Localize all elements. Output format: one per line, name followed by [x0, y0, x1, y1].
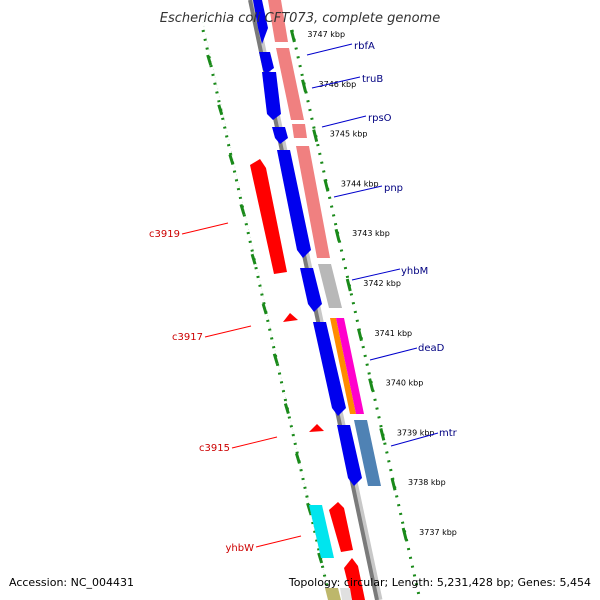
gene-label-rpsO[interactable]: rpsO — [368, 113, 392, 124]
gene-arrow-c3919[interactable] — [250, 159, 287, 274]
forward-strand-genes — [253, 0, 362, 486]
gene-label-rbfA[interactable]: rbfA — [354, 41, 375, 52]
ruler-major-tick — [289, 29, 296, 43]
gene-label-mtr[interactable]: mtr — [439, 428, 458, 439]
feature-bars — [268, 0, 381, 600]
left-track-tick — [306, 502, 312, 514]
left-track-tick — [272, 353, 279, 365]
feature-bar-magenta — [336, 318, 364, 414]
ruler-major-tick — [334, 228, 341, 242]
ruler-tick-label: 3738 kbp — [408, 478, 446, 487]
gene-label-yhbW[interactable]: yhbW — [226, 543, 255, 554]
ruler-major-tick — [368, 378, 375, 391]
feature-bar-pink-1 — [268, 0, 288, 42]
ruler-major-tick — [345, 278, 352, 292]
ruler-tick-label: 3743 kbp — [352, 229, 390, 238]
ruler-tick-label: 3741 kbp — [374, 329, 412, 338]
gene-arrow-rpsO[interactable] — [272, 127, 288, 144]
ruler-tick-label: 3739 kbp — [397, 428, 435, 437]
gene-label-c3917[interactable]: c3917 — [172, 332, 203, 343]
ruler-tick-label: 3745 kbp — [330, 130, 368, 139]
feature-bar-light-grey — [340, 588, 352, 600]
left-dotted-track — [201, 29, 332, 600]
feature-bar-grey — [318, 264, 342, 308]
feature-bar-pink-2 — [276, 48, 304, 120]
reverse-strand-genes — [250, 159, 365, 600]
ruler-major-tick — [323, 179, 330, 192]
ruler-tick-label: 3737 kbp — [419, 528, 457, 537]
gene-arrow-c3915[interactable] — [309, 424, 324, 432]
right-dotted-track — [290, 29, 422, 600]
ruler-major-tick — [301, 79, 307, 93]
gene-arrow-rbfA[interactable] — [253, 0, 268, 44]
feature-bar-pink-3 — [292, 124, 307, 138]
ruler-tick-label: 3746 kbp — [319, 80, 357, 89]
page-title: Escherichia coli CFT073, complete genome — [160, 11, 440, 26]
left-track-tick — [261, 303, 268, 315]
ruler-major-tick — [390, 477, 397, 491]
gene-label-c3915[interactable]: c3915 — [199, 443, 230, 454]
gene-arrow-yhbW[interactable] — [329, 502, 353, 552]
gene-arrow-yhbM[interactable] — [300, 268, 322, 312]
left-track-tick — [295, 452, 301, 464]
feature-bar-steelblue — [354, 420, 381, 486]
gene-arrow-truB[interactable] — [259, 52, 274, 74]
gene-arrow-deaD[interactable] — [313, 322, 346, 416]
ruler-tick-label: 3744 kbp — [341, 179, 379, 188]
left-track-tick — [250, 253, 257, 265]
ruler-tick-label: 3742 kbp — [363, 279, 401, 288]
gene-label-truB[interactable]: truB — [362, 74, 383, 85]
gene-arrow-yhbW-next[interactable] — [344, 558, 365, 600]
ruler-major-tick — [401, 527, 408, 541]
left-track-tick — [239, 203, 246, 215]
ruler-ticks: 3747 kbp 3746 kbp 3745 kbp 3744 kbp 3743 kbp… — [206, 29, 457, 564]
left-track-tick — [206, 54, 213, 66]
ruler-major-tick — [312, 129, 319, 142]
feature-bar-khaki — [325, 588, 341, 600]
left-track-tick — [228, 154, 235, 166]
accession-text: Accession: NC_004431 — [9, 576, 134, 589]
summary-text: Topology: circular; Length: 5,231,428 bp… — [288, 576, 591, 589]
gene-label-pnp[interactable]: pnp — [384, 183, 403, 194]
ruler-major-tick — [356, 328, 363, 342]
right-gene-labels: rbfA truB rpsO pnp yhbM deaD mtr — [306, 41, 458, 447]
gene-label-yhbM[interactable]: yhbM — [401, 266, 428, 277]
feature-bar-pink-4 — [296, 146, 330, 258]
left-track-tick — [317, 552, 324, 564]
left-track-tick — [217, 104, 224, 116]
gene-arrow-mtr[interactable] — [337, 425, 362, 486]
gene-arrow-pnp[interactable] — [277, 150, 311, 258]
left-track-tick — [283, 403, 290, 415]
feature-bar-orange — [330, 318, 356, 414]
left-gene-labels: c3919 c3917 c3915 yhbW — [149, 222, 302, 554]
feature-bar-cyan — [309, 505, 334, 558]
gene-arrow-truB-2[interactable] — [262, 72, 281, 120]
gene-label-c3919[interactable]: c3919 — [149, 229, 180, 240]
ruler-tick-label: 3740 kbp — [386, 379, 424, 388]
ruler-tick-label: 3747 kbp — [307, 30, 345, 39]
gene-arrow-c3917[interactable] — [283, 313, 298, 322]
gene-label-deaD[interactable]: deaD — [418, 343, 445, 354]
ruler-major-tick — [379, 428, 386, 441]
